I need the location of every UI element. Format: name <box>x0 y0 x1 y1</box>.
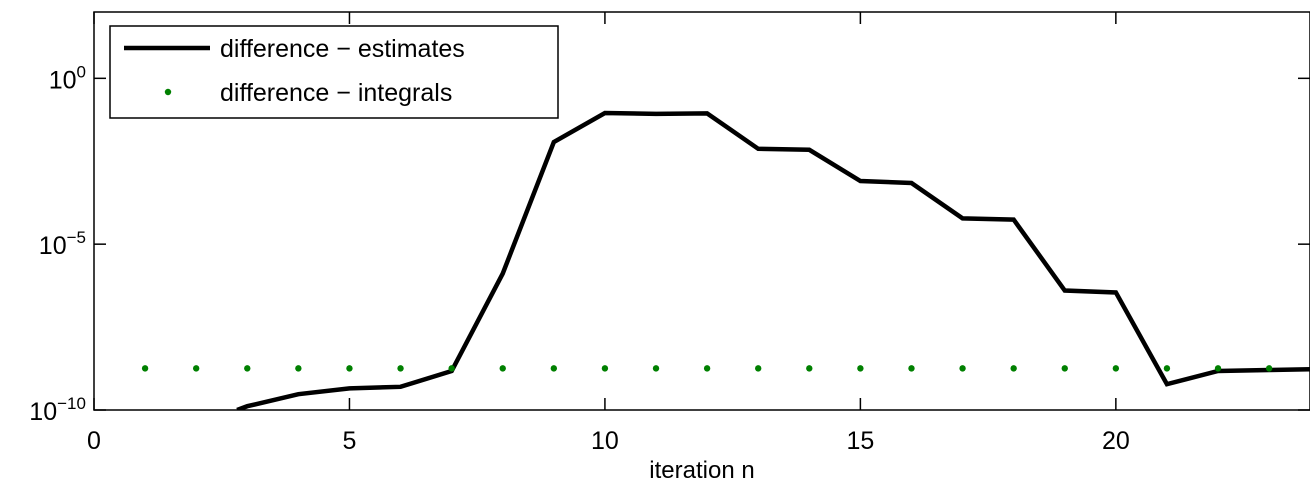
series-layer <box>141 110 1310 410</box>
series-1-point-7 <box>499 365 506 372</box>
x-axis-label: iteration n <box>649 457 754 484</box>
x-tick-label-3: 15 <box>846 427 874 455</box>
series-1-point-9 <box>601 365 609 372</box>
x-tick-label-4: 20 <box>1102 427 1130 455</box>
series-1-point-4 <box>346 365 353 372</box>
series-1-point-22 <box>1265 365 1273 372</box>
tick-layer: 0 5 10 15 20 10−10 10−5 100 <box>29 12 1310 455</box>
legend: difference − estimates difference − inte… <box>109 25 559 119</box>
y-tick-label-0: 10−10 <box>29 394 86 426</box>
x-tick-label-1: 5 <box>343 427 357 455</box>
legend-swatch-integrals <box>164 88 172 96</box>
x-tick-label-2: 10 <box>591 427 619 455</box>
legend-box <box>109 25 559 119</box>
series-1-point-16 <box>959 365 966 372</box>
series-1-point-6 <box>448 365 455 372</box>
series-1-point-0 <box>141 365 149 372</box>
y-tick-label-2: 100 <box>49 62 86 94</box>
series-1-point-1 <box>192 365 200 372</box>
series-1-point-17 <box>1010 365 1017 372</box>
legend-label-integrals: difference − integrals <box>220 79 452 107</box>
series-1-point-5 <box>397 365 404 372</box>
y-tick-label-1: 10−5 <box>39 228 86 260</box>
series-1-point-21 <box>1214 365 1222 372</box>
series-1-point-10 <box>652 365 660 372</box>
series-1-point-13 <box>806 365 813 372</box>
series-1-point-2 <box>244 365 251 372</box>
series-1-point-20 <box>1163 365 1171 372</box>
series-1-point-18 <box>1061 365 1068 372</box>
series-line-0 <box>236 110 1310 410</box>
series-1-point-12 <box>755 365 762 372</box>
series-1-point-8 <box>550 365 558 372</box>
series-1-point-11 <box>703 365 711 372</box>
legend-label-estimates: difference − estimates <box>220 35 465 63</box>
series-1-point-15 <box>908 365 915 372</box>
plot-area-frame <box>93 11 1310 411</box>
series-1-point-3 <box>295 365 302 372</box>
series-1-point-19 <box>1112 365 1120 372</box>
series-1-point-14 <box>857 365 864 372</box>
x-tick-label-0: 0 <box>87 427 101 455</box>
